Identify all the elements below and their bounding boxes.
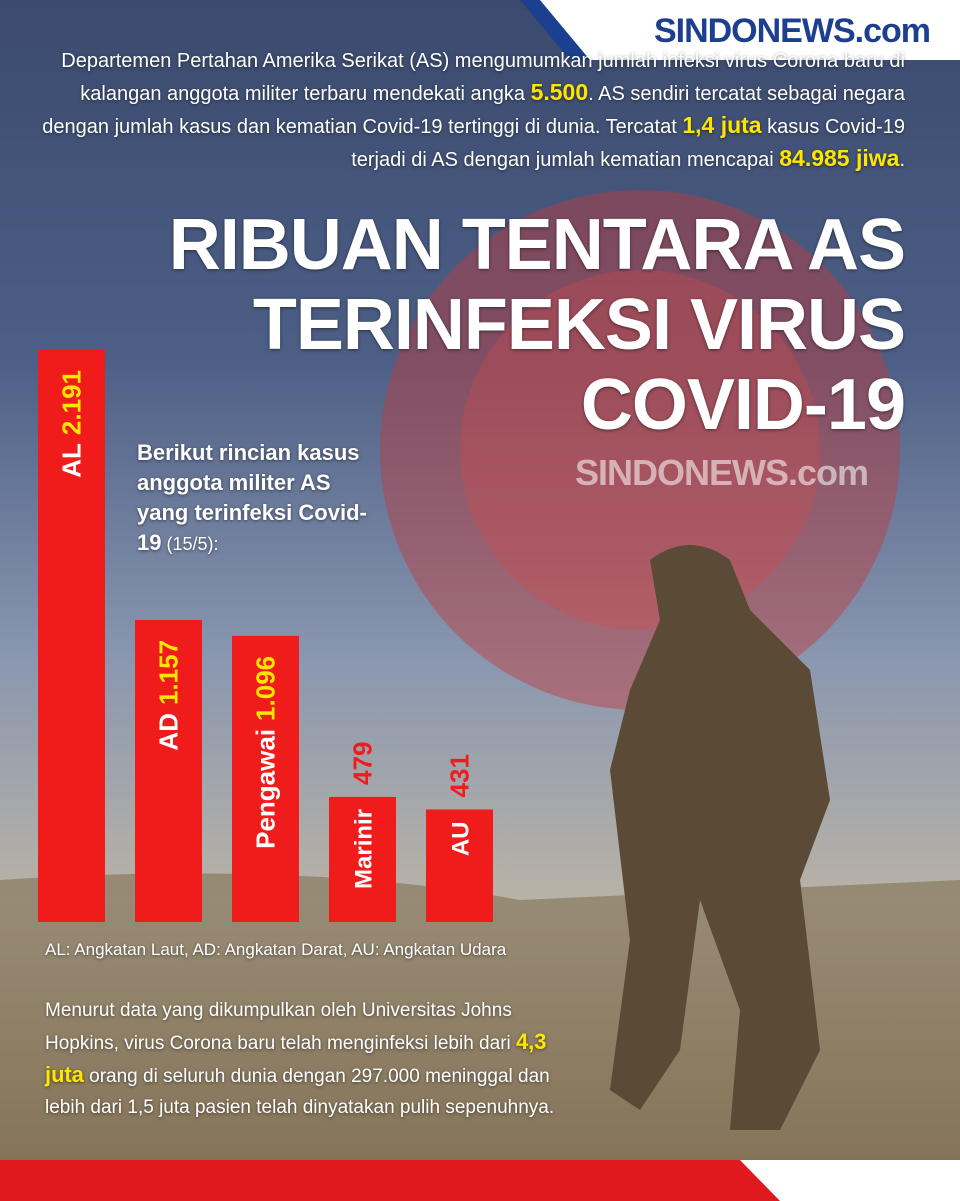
category-label: AL	[57, 443, 87, 478]
virus-illustration	[380, 190, 900, 710]
category-label: AD	[154, 713, 184, 751]
value-label: 1.096	[251, 656, 281, 721]
text-segment: Menurut data yang dikumpulkan oleh Unive…	[45, 1000, 517, 1054]
text-segment: .	[899, 149, 905, 171]
category-label: Marinir	[351, 809, 378, 889]
soldier-silhouette	[610, 545, 830, 1130]
highlight: 5.500	[530, 79, 589, 105]
logo-stripe	[520, 0, 590, 60]
bar	[135, 619, 202, 922]
bar-label: AL 2.191	[57, 370, 87, 478]
bar	[232, 635, 299, 922]
highlight: 1,4 juta	[682, 112, 762, 138]
text-segment: . AS sendiri tercatat sebagai negara den…	[42, 83, 905, 138]
intro-text: Departemen Pertahan Amerika Serikat (AS)…	[40, 46, 905, 176]
closing-text: Menurut data yang dikumpulkan oleh Unive…	[45, 995, 575, 1123]
value-label: 1.157	[154, 640, 184, 705]
title-line: COVID-19	[580, 365, 906, 445]
chart-intro: Berikut rincian kasus anggota militer AS…	[137, 438, 382, 559]
highlight: 4,3 juta	[45, 1029, 547, 1087]
bar-label: AD 1.157	[154, 640, 184, 751]
value-label: 479	[348, 742, 378, 785]
virus-core	[460, 270, 820, 630]
text-segment: Berikut rincian kasus anggota militer AS…	[137, 440, 367, 555]
watermark: SINDONEWS.com	[575, 452, 869, 493]
footer-accent	[740, 1160, 960, 1201]
bar-label: Pengawai 1.096	[251, 656, 281, 849]
bar	[329, 796, 396, 922]
ground	[0, 873, 960, 1201]
highlight: 84.985 jiwa	[779, 145, 900, 171]
bar	[426, 809, 493, 922]
text-segment: kasus Covid-19 terjadi di AS dengan juml…	[351, 116, 905, 171]
text-segment: (15/5):	[161, 534, 219, 554]
category-label: Pengawai	[251, 729, 281, 849]
title: RIBUAN TENTARA AS TERINFEKSI VIRUS COVID-1…	[168, 205, 906, 445]
title-line: TERINFEKSI VIRUS	[252, 285, 906, 365]
bar	[38, 350, 105, 922]
text-segment: orang di seluruh dunia dengan 297.000 me…	[45, 1066, 555, 1118]
logo: SINDONEWS.com	[653, 12, 931, 50]
text-segment: Departemen Pertahan Amerika Serikat (AS)…	[61, 50, 905, 105]
title-line: RIBUAN TENTARA AS	[168, 205, 906, 285]
value-label: 2.191	[57, 370, 87, 435]
value-label: 431	[445, 754, 475, 797]
footnote: AL: Angkatan Laut, AD: Angkatan Darat, A…	[45, 940, 507, 959]
logo-box	[530, 0, 960, 60]
category-label: AU	[448, 821, 475, 856]
